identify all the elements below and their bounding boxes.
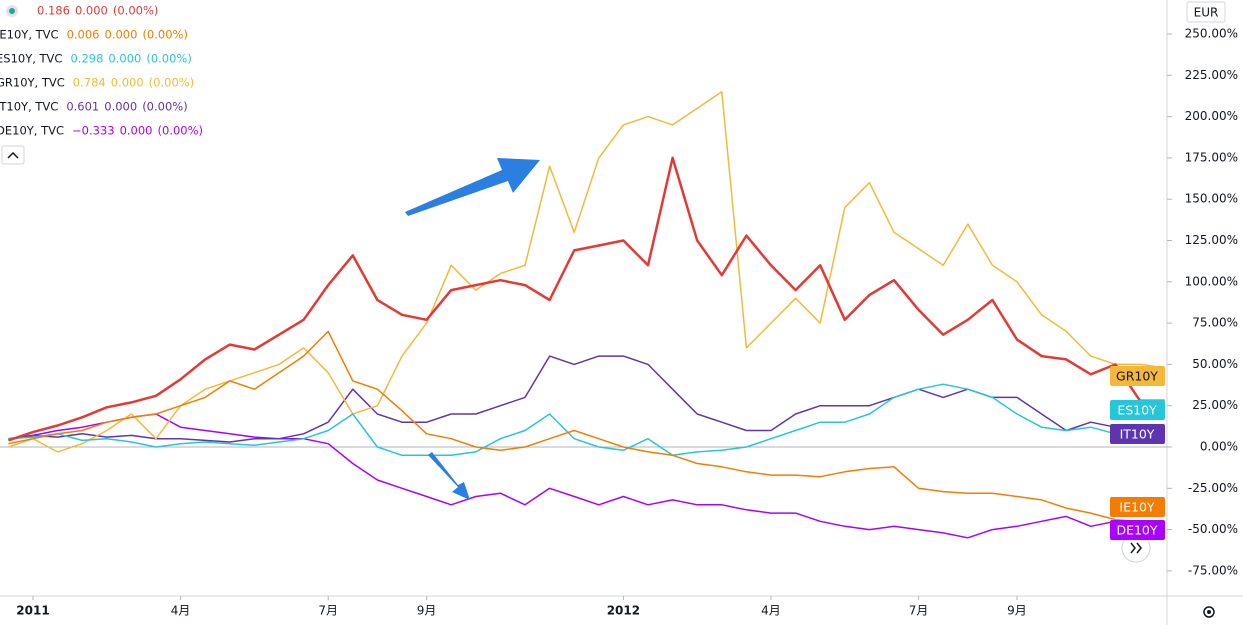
- series-tag-label: ES10Y: [1117, 403, 1157, 418]
- y-tick-label: 0.00%: [1200, 439, 1238, 453]
- series-tag: [1110, 497, 1165, 517]
- series-tag-label: DE10Y: [1116, 523, 1157, 538]
- legend-name: ES10Y, TVC: [0, 52, 62, 66]
- series-lines: [8, 91, 1165, 539]
- legend-value: (0.00%): [149, 76, 195, 90]
- series-line: [8, 91, 1165, 453]
- series-tag-label: GR10Y: [1116, 369, 1158, 384]
- legend-value: 0.000: [120, 124, 153, 138]
- legend-value: 0.784: [73, 76, 106, 90]
- legend-name: IE10Y, TVC: [0, 28, 59, 42]
- y-tick-label: 150.00%: [1185, 192, 1238, 206]
- y-tick-label: 125.00%: [1185, 233, 1238, 247]
- collapse-legend-button[interactable]: [1, 145, 25, 165]
- legend-value: 0.000: [108, 52, 141, 66]
- legend: 0.186 0.000 (0.00%)IE10Y, TVC 0.006 0.000 (0.…: [0, 4, 203, 138]
- series-tag: [1110, 366, 1165, 386]
- legend-value: 0.298: [70, 52, 103, 66]
- series-tag-label: IT10Y: [1120, 427, 1155, 442]
- legend-value: 0.006: [67, 28, 100, 42]
- series-tag: [1110, 400, 1165, 420]
- y-tick-label: -50.00%: [1188, 522, 1238, 536]
- series-tag: [1110, 424, 1165, 444]
- legend-value: (0.00%): [142, 28, 188, 42]
- x-tick-label: 4月: [761, 604, 781, 618]
- y-tick-label: 250.00%: [1185, 27, 1238, 41]
- series-line: [8, 330, 1165, 523]
- legend-name: DE10Y, TVC: [0, 124, 64, 138]
- y-tick-label: 50.00%: [1192, 357, 1238, 371]
- arrow-annotation: [428, 452, 470, 500]
- y-tick-label: 175.00%: [1185, 150, 1238, 164]
- y-tick-label: -25.00%: [1188, 481, 1238, 495]
- series-line: [8, 156, 1165, 442]
- x-tick-label: 7月: [318, 604, 338, 618]
- legend-value: (0.00%): [146, 52, 192, 66]
- legend-value: (0.00%): [113, 4, 159, 18]
- y-tick-label: 75.00%: [1192, 316, 1238, 330]
- legend-value: 0.186: [37, 4, 70, 18]
- y-tick-label: -75.00%: [1188, 563, 1238, 577]
- series-tag-label: IE10Y: [1119, 500, 1154, 515]
- legend-icon-dot: [9, 8, 15, 14]
- legend-value: (0.00%): [142, 100, 188, 114]
- currency-label: EUR: [1194, 6, 1219, 20]
- legend-value: (0.00%): [158, 124, 204, 138]
- x-tick-label: 2012: [607, 604, 640, 618]
- legend-value: 0.000: [111, 76, 144, 90]
- y-tick-label: 200.00%: [1185, 109, 1238, 123]
- x-tick-label: 4月: [171, 604, 191, 618]
- arrow-annotation: [405, 158, 540, 216]
- legend-name: IT10Y, TVC: [0, 100, 58, 114]
- legend-value: 0.000: [75, 4, 108, 18]
- legend-value: 0.000: [104, 100, 137, 114]
- collapse-icon: [7, 151, 19, 159]
- y-tick-label: 25.00%: [1192, 398, 1238, 412]
- series-tag: [1110, 520, 1165, 540]
- series-line: [8, 383, 1165, 457]
- x-tick-label: 2011: [16, 604, 49, 618]
- legend-value: 0.000: [105, 28, 138, 42]
- series-line: [8, 413, 1165, 539]
- scroll-icon: [1130, 542, 1142, 554]
- legend-value: 0.601: [66, 100, 99, 114]
- currency-box[interactable]: [1186, 1, 1226, 23]
- x-tick-label: 9月: [1007, 604, 1027, 618]
- legend-name: GR10Y, TVC: [0, 76, 65, 90]
- x-tick-label: 9月: [417, 604, 437, 618]
- y-tick-label: 100.00%: [1185, 274, 1238, 288]
- y-tick-label: 225.00%: [1185, 68, 1238, 82]
- x-tick-label: 7月: [909, 604, 929, 618]
- settings-button[interactable]: [1203, 606, 1215, 618]
- settings-icon-center: [1207, 610, 1211, 614]
- legend-value: −0.333: [72, 124, 115, 138]
